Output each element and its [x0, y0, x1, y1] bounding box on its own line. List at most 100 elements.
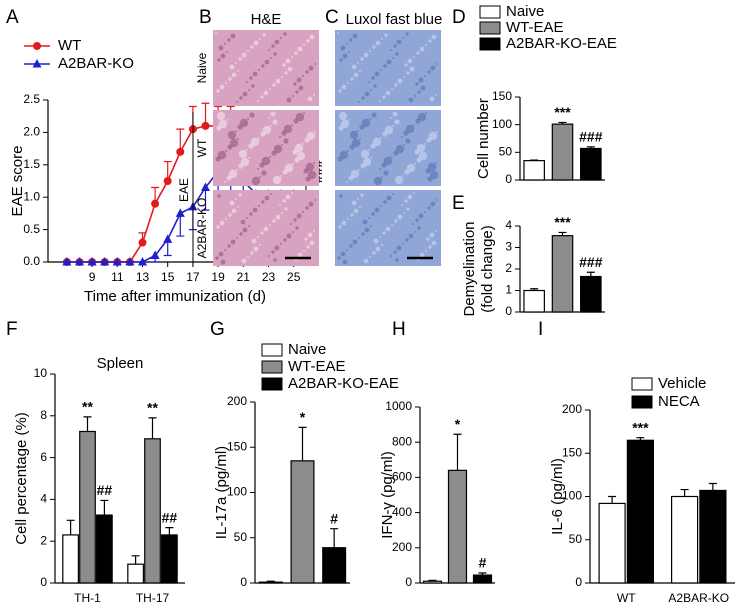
- y-tick-label: 400: [392, 505, 412, 519]
- tissue-texture: [248, 225, 250, 227]
- tissue-texture: [241, 52, 247, 58]
- tissue-texture: [314, 63, 316, 65]
- row-label: WT: [195, 138, 209, 157]
- tissue-texture: [269, 224, 271, 226]
- tissue-texture: [282, 199, 286, 203]
- tissue-texture: [218, 119, 228, 129]
- tissue-texture: [405, 238, 409, 242]
- tissue-texture: [269, 88, 271, 90]
- legend-label: Naive: [506, 3, 544, 20]
- tissue-texture: [349, 144, 355, 150]
- error-bar: [453, 433, 462, 471]
- legend-marker: [32, 59, 42, 68]
- tissue-texture: [273, 258, 277, 262]
- error-bar: [636, 437, 645, 441]
- tissue-texture: [427, 70, 431, 74]
- tissue-texture: [426, 137, 432, 143]
- tissue-texture: [415, 218, 419, 222]
- tissue-texture: [362, 157, 372, 167]
- tissue-texture: [272, 119, 278, 125]
- tissue-texture: [293, 118, 299, 124]
- panel-letter: E: [452, 193, 465, 214]
- tissue-texture: [394, 83, 398, 87]
- y-tick-label: 50: [499, 145, 513, 159]
- tissue-texture: [238, 57, 242, 61]
- tissue-texture: [370, 89, 372, 91]
- tissue-texture: [218, 45, 224, 51]
- tissue-texture: [361, 96, 365, 100]
- y-tick-label: 100: [562, 489, 582, 503]
- bar: [258, 581, 283, 584]
- y-tick-label: 1.0: [23, 189, 40, 203]
- tissue-texture: [226, 175, 232, 181]
- tissue-texture: [248, 157, 250, 159]
- tissue-texture: [239, 96, 243, 100]
- tissue-texture: [246, 149, 248, 151]
- tissue-texture: [357, 130, 359, 132]
- tissue-texture: [279, 136, 281, 138]
- marker: [87, 257, 97, 266]
- tissue-texture: [253, 246, 259, 252]
- panel-letter: G: [210, 319, 225, 340]
- tissue-texture: [295, 226, 299, 230]
- tissue-texture: [304, 137, 310, 143]
- marker: [112, 257, 122, 266]
- tissue-texture: [307, 96, 313, 102]
- tissue-texture: [435, 162, 437, 164]
- significance: #: [330, 510, 338, 526]
- legend-swatch: [479, 37, 501, 51]
- y-axis-label: IFN-γ (pg/ml): [379, 451, 396, 539]
- tissue-texture: [372, 251, 376, 255]
- tissue-texture: [359, 70, 361, 72]
- error-bar: [201, 187, 210, 211]
- bar: [551, 235, 574, 313]
- tissue-texture: [270, 125, 272, 127]
- tissue-texture: [419, 46, 425, 52]
- tissue-texture: [358, 101, 360, 103]
- tissue-texture: [397, 214, 403, 220]
- tissue-texture: [351, 64, 357, 70]
- tissue-texture: [427, 162, 437, 172]
- error-bar: [148, 417, 157, 439]
- tissue-texture: [393, 44, 397, 48]
- significance: ***: [554, 214, 571, 230]
- bar: [699, 489, 727, 584]
- tissue-texture: [271, 44, 275, 48]
- tissue-texture: [297, 46, 303, 52]
- tissue-texture: [360, 193, 364, 197]
- tissue-texture: [339, 150, 349, 160]
- tissue-texture: [415, 118, 421, 124]
- tissue-texture: [416, 51, 420, 55]
- tissue-texture: [383, 156, 393, 166]
- panel-letter: A: [6, 7, 19, 28]
- tissue-texture: [258, 137, 260, 139]
- tissue-texture: [230, 33, 236, 39]
- tissue-texture: [286, 97, 292, 103]
- tissue-texture: [294, 51, 298, 55]
- marker: [176, 147, 185, 156]
- tissue-texture: [353, 72, 359, 78]
- tissue-texture: [251, 176, 261, 186]
- row-label: A2BAR-KO: [195, 198, 209, 259]
- tissue-texture: [215, 32, 217, 34]
- tissue-texture: [258, 69, 260, 71]
- tissue-texture: [397, 78, 403, 84]
- tissue-texture: [302, 75, 304, 77]
- tissue-texture: [313, 94, 315, 96]
- tissue-texture: [338, 111, 348, 121]
- tissue-texture: [350, 77, 354, 81]
- tissue-texture: [414, 149, 420, 155]
- legend-swatch: [261, 377, 283, 391]
- tissue-texture: [348, 175, 354, 181]
- tissue-texture: [407, 194, 413, 200]
- bar: [551, 123, 574, 181]
- tissue-texture: [403, 212, 405, 214]
- marker: [138, 257, 147, 266]
- significance: *: [455, 416, 461, 432]
- tissue-texture: [392, 111, 398, 117]
- tissue-texture: [371, 112, 377, 118]
- tissue-texture: [414, 95, 416, 97]
- tissue-texture: [340, 119, 350, 129]
- tissue-texture: [392, 57, 394, 59]
- y-tick-label: 0: [505, 304, 512, 318]
